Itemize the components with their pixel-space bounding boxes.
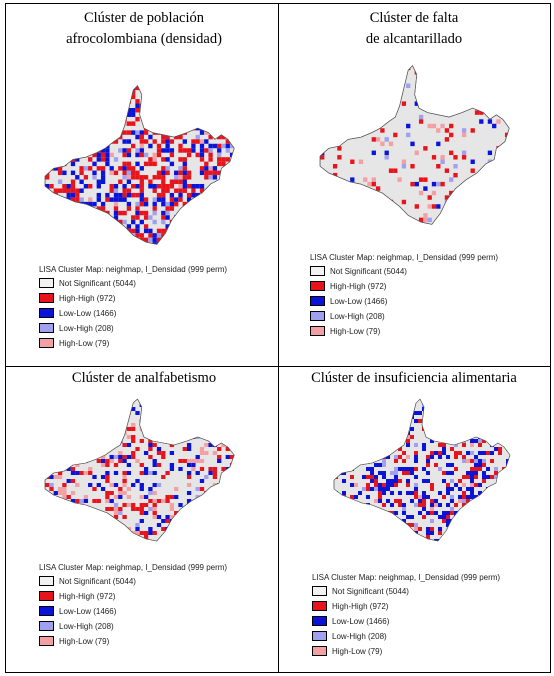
panel-4-title-line-1: Clúster de insuficiencia alimentaria (311, 370, 517, 386)
legend-label: High-Low (79) (59, 637, 110, 646)
panel-2-cluster-map (319, 65, 510, 225)
legend-title: LISA Cluster Map: neighmap, I_Densidad (… (39, 563, 228, 572)
legend-label: High-Low (79) (332, 647, 383, 656)
legend-swatch (39, 636, 54, 646)
legend-title: LISA Cluster Map: neighmap, I_Densidad (… (39, 265, 228, 274)
legend-label: Not Significant (5044) (59, 279, 136, 288)
panel-4-title: Clúster de insuficiencia alimentaria (280, 368, 548, 389)
panel-1-title-line-1: Clúster de población (83, 10, 204, 26)
panel-4-cluster-map (333, 398, 511, 542)
panel-3-cluster-map (44, 398, 235, 542)
legend-swatch (310, 281, 325, 291)
panel-1-cluster-map (44, 85, 235, 245)
legend-swatch (312, 601, 327, 611)
legend-label: Not Significant (5044) (332, 587, 409, 596)
legend-swatch (39, 591, 54, 601)
panel-2-title-line-2: de alcantarillado (365, 31, 463, 47)
legend-label: Not Significant (5044) (59, 577, 136, 586)
legend-swatch (39, 338, 54, 348)
legend-label: Low-High (208) (59, 324, 114, 333)
panel-3-title: Clúster de analfabetismo (10, 368, 278, 389)
legend-swatch (39, 621, 54, 631)
legend-swatch (39, 323, 54, 333)
legend-swatch (310, 311, 325, 321)
legend-label: High-High (972) (332, 602, 389, 611)
panel-2-title-line-1: Clúster de falta (369, 10, 459, 26)
legend-label: Low-Low (1466) (59, 607, 117, 616)
legend-swatch (312, 586, 327, 596)
legend-swatch (312, 631, 327, 641)
legend-title: LISA Cluster Map: neighmap, I_Densidad (… (312, 573, 501, 582)
legend-swatch (39, 606, 54, 616)
panel-3-title-line-1: Clúster de analfabetismo (71, 370, 217, 386)
legend-label: Low-High (208) (330, 312, 385, 321)
legend-swatch (39, 308, 54, 318)
legend-label: High-High (972) (59, 592, 116, 601)
legend-label: High-Low (79) (330, 327, 381, 336)
legend-swatch (312, 616, 327, 626)
legend-label: High-High (972) (59, 294, 116, 303)
legend-label: Low-Low (1466) (330, 297, 388, 306)
legend-label: Low-Low (1466) (59, 309, 117, 318)
legend-swatch (39, 576, 54, 586)
panel-1-title: Clúster de población afrocolombiana (den… (10, 8, 278, 50)
legend-swatch (310, 266, 325, 276)
legend-swatch (39, 278, 54, 288)
grid-divider-horizontal (5, 366, 551, 367)
legend-swatch (39, 293, 54, 303)
legend-title: LISA Cluster Map: neighmap, I_Densidad (… (310, 253, 499, 262)
legend-label: High-High (972) (330, 282, 387, 291)
legend-label: Low-High (208) (332, 632, 387, 641)
legend-label: Low-High (208) (59, 622, 114, 631)
legend-swatch (312, 646, 327, 656)
legend-label: Not Significant (5044) (330, 267, 407, 276)
legend-swatch (310, 326, 325, 336)
panel-1-title-line-2: afrocolombiana (densidad) (66, 31, 222, 47)
legend-swatch (310, 296, 325, 306)
grid-divider-vertical (278, 3, 279, 673)
panel-2-title: Clúster de falta de alcantarillado (280, 8, 548, 50)
legend-label: Low-Low (1466) (332, 617, 390, 626)
legend-label: High-Low (79) (59, 339, 110, 348)
